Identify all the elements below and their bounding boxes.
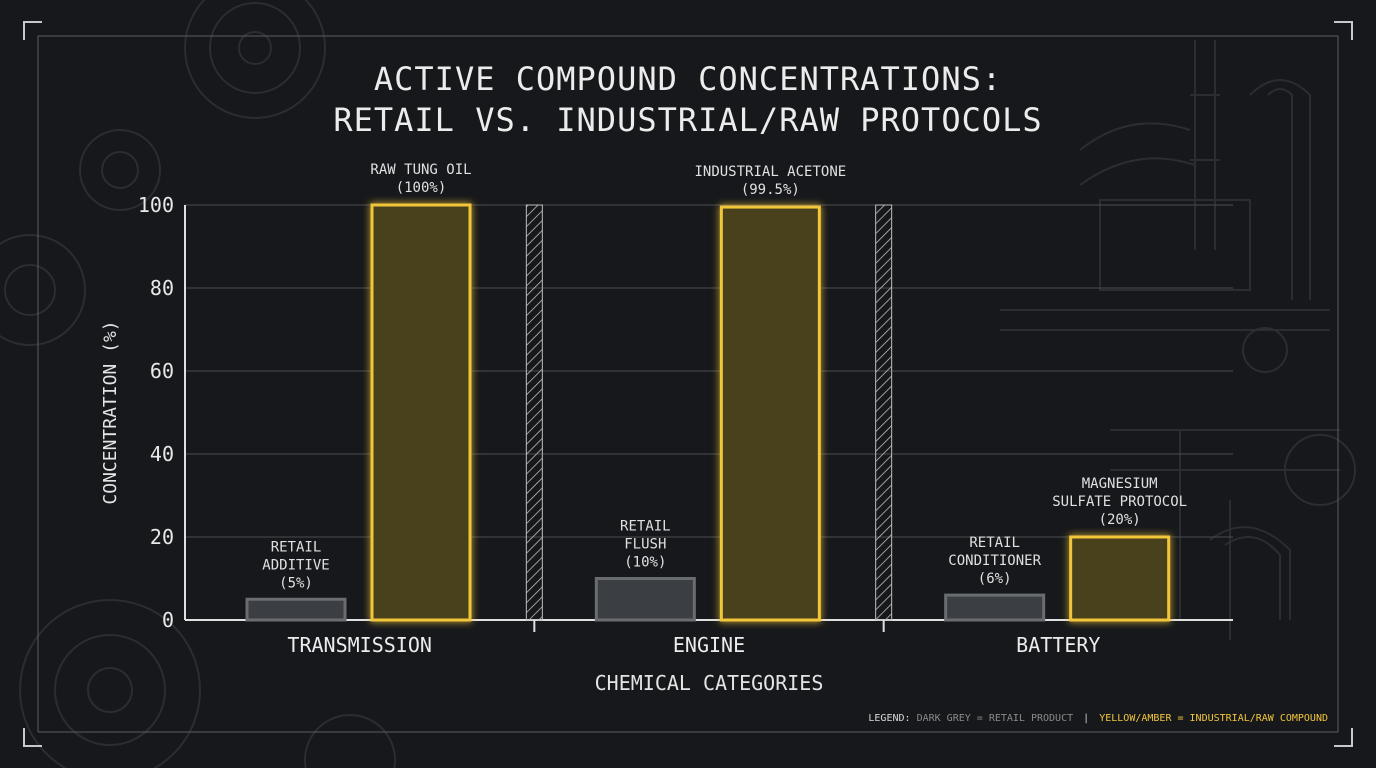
- x-category-label: ENGINE: [673, 633, 745, 657]
- retail-data-label: (6%): [978, 571, 1012, 587]
- retail-data-label: (10%): [624, 555, 666, 571]
- industrial-data-label: MAGNESIUM: [1082, 476, 1158, 492]
- retail-data-label: RETAIL: [969, 535, 1020, 551]
- retail-data-label: (5%): [279, 575, 313, 591]
- retail-bar: [944, 593, 1046, 622]
- y-tick-label: 0: [162, 608, 174, 632]
- y-tick-label: 60: [150, 359, 174, 383]
- chart-title-line-2: RETAIL VS. INDUSTRIAL/RAW PROTOCOLS: [333, 101, 1043, 139]
- retail-bar: [594, 577, 696, 622]
- industrial-bar: [1069, 535, 1171, 622]
- retail-data-label: RETAIL: [620, 519, 671, 535]
- retail-data-label: RETAIL: [271, 539, 322, 555]
- industrial-data-label: INDUSTRIAL ACETONE: [694, 164, 846, 180]
- y-tick-label: 80: [150, 276, 174, 300]
- y-tick-label: 40: [150, 442, 174, 466]
- legend-separator: |: [1083, 713, 1090, 724]
- retail-data-label: ADDITIVE: [262, 557, 329, 573]
- industrial-data-label: (100%): [396, 180, 447, 196]
- legend-retail: DARK GREY = RETAIL PRODUCT: [916, 713, 1074, 724]
- retail-data-label: CONDITIONER: [948, 553, 1041, 569]
- legend: LEGEND: DARK GREY = RETAIL PRODUCT | YEL…: [868, 713, 1328, 724]
- chart-title-line-1: ACTIVE COMPOUND CONCENTRATIONS:: [373, 60, 1003, 98]
- industrial-bar: [370, 203, 472, 622]
- legend-industrial: YELLOW/AMBER = INDUSTRIAL/RAW COMPOUND: [1099, 713, 1328, 724]
- x-category-label: TRANSMISSION: [287, 633, 432, 657]
- legend-label: LEGEND:: [868, 713, 911, 724]
- category-separator: [525, 204, 543, 621]
- y-tick-label: 20: [150, 525, 174, 549]
- industrial-data-label: SULFATE PROTOCOL: [1052, 494, 1187, 510]
- industrial-bar: [719, 205, 821, 622]
- category-separator: [875, 204, 893, 621]
- x-category-label: BATTERY: [1016, 633, 1100, 657]
- retail-bar: [245, 597, 347, 622]
- y-axis-label: CONCENTRATION (%): [100, 320, 121, 504]
- industrial-data-label: (20%): [1099, 512, 1141, 528]
- retail-data-label: FLUSH: [624, 537, 666, 553]
- industrial-data-label: RAW TUNG OIL: [370, 162, 471, 178]
- industrial-data-label: (99.5%): [741, 182, 800, 198]
- y-tick-label: 100: [138, 193, 174, 217]
- x-axis-label: CHEMICAL CATEGORIES: [595, 671, 824, 695]
